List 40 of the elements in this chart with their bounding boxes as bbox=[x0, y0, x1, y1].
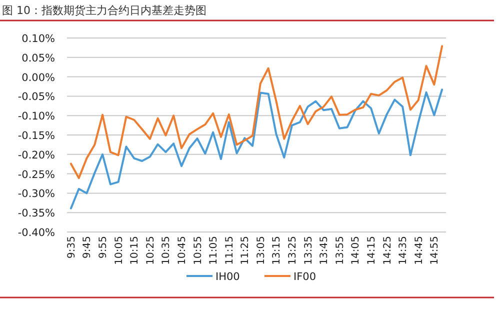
y-tick-label: -0.20% bbox=[18, 149, 56, 162]
x-tick-label: 13:55 bbox=[334, 236, 346, 265]
y-tick-label: 0.10% bbox=[22, 33, 56, 45]
x-tick-label: 14:45 bbox=[414, 236, 425, 265]
y-tick-label: -0.35% bbox=[18, 208, 56, 220]
x-tick-label: 14:15 bbox=[366, 236, 378, 265]
x-tick-label: 9:55 bbox=[98, 236, 110, 258]
x-tick-label: 11:05 bbox=[208, 236, 220, 265]
x-tick-label: 9:45 bbox=[82, 236, 94, 258]
x-tick-label: 10:55 bbox=[192, 236, 204, 265]
y-tick-label: -0.40% bbox=[18, 227, 56, 239]
x-tick-label: 9:35 bbox=[66, 236, 78, 258]
x-tick-label: 14:35 bbox=[398, 236, 410, 265]
y-tick-label: -0.30% bbox=[18, 188, 56, 200]
y-tick-label: -0.25% bbox=[18, 168, 56, 181]
x-tick-label: 13:35 bbox=[303, 236, 314, 265]
y-tick-label: 0.00% bbox=[22, 72, 56, 84]
x-tick-label: 14:05 bbox=[350, 236, 362, 265]
x-tick-label: 10:05 bbox=[114, 236, 125, 265]
x-tick-label: 10:35 bbox=[161, 236, 172, 265]
x-tick-label: 13:05 bbox=[256, 236, 267, 265]
y-tick-label: 0.05% bbox=[22, 52, 56, 64]
x-tick-label: 13:45 bbox=[319, 236, 330, 265]
line-series bbox=[70, 88, 444, 210]
legend-label: IH00 bbox=[216, 271, 240, 283]
x-tick-label: 11:15 bbox=[224, 236, 236, 265]
x-tick-label: 10:15 bbox=[130, 236, 141, 265]
x-tick-label: 10:45 bbox=[176, 236, 188, 265]
y-tick-label: -0.15% bbox=[18, 130, 56, 142]
x-tick-label: 13:15 bbox=[272, 236, 283, 265]
y-tick-label: -0.10% bbox=[18, 110, 56, 123]
x-tick-label: 11:25 bbox=[240, 236, 252, 265]
line-series bbox=[70, 45, 444, 180]
x-tick-label: 13:25 bbox=[288, 236, 299, 265]
x-tick-label: 14:55 bbox=[430, 236, 441, 265]
x-tick-label: 14:25 bbox=[382, 236, 394, 265]
chart-title: 图 10：指数期货主力合约日内基差走势图 bbox=[2, 4, 206, 17]
legend-label: IF00 bbox=[294, 271, 316, 283]
y-tick-label: -0.05% bbox=[18, 91, 56, 104]
x-tick-label: 10:25 bbox=[145, 236, 156, 265]
